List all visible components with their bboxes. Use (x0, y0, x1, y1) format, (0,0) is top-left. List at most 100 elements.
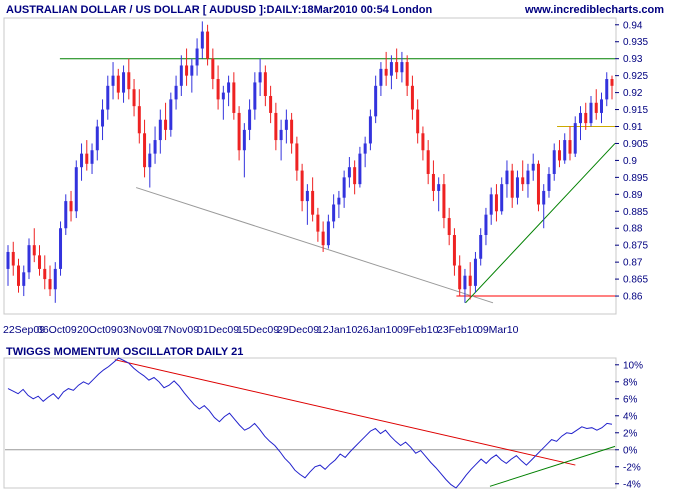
candle-body (64, 201, 68, 229)
candle (347, 157, 351, 188)
date-tick-label: 06Oct09 (37, 324, 77, 336)
candle-body (106, 85, 110, 110)
price-tick-label: 0.89 (623, 190, 643, 201)
candle (610, 75, 614, 100)
candle-body (526, 170, 530, 185)
candle (563, 133, 567, 164)
candle (148, 143, 152, 188)
price-tick-label: 0.94 (623, 20, 643, 31)
candle (568, 126, 572, 161)
candle (263, 65, 267, 107)
candle-body (521, 177, 525, 185)
price-tick-label: 0.86 (623, 292, 643, 303)
candle (326, 214, 330, 249)
candle (605, 72, 609, 107)
oscillator-tick-label: 6% (623, 394, 638, 405)
candle (17, 258, 21, 293)
oscillator-line (7, 357, 613, 489)
candle (211, 48, 215, 90)
candle (64, 194, 68, 236)
candle (200, 21, 204, 59)
candle (521, 160, 525, 191)
candle-body (101, 109, 105, 127)
candle-body (363, 143, 367, 154)
candle-body (594, 102, 598, 113)
candle-body (353, 167, 357, 185)
candle (337, 190, 341, 219)
candle-body (6, 251, 10, 269)
candle (321, 221, 325, 252)
candle (11, 241, 15, 276)
candle (552, 143, 556, 181)
candle-body (447, 218, 451, 236)
candle (479, 228, 483, 266)
candle (122, 65, 126, 103)
price-trendlines (59, 58, 616, 304)
candle (43, 255, 47, 290)
candle (484, 207, 488, 246)
candle-body (421, 133, 425, 151)
candle-body (179, 65, 183, 86)
candle-body (269, 95, 273, 113)
date-tick-label: 03Nov09 (117, 324, 159, 336)
candle-body (80, 153, 84, 168)
candle (153, 126, 157, 164)
candle (363, 136, 367, 168)
oscillator-tick-label: 0% (623, 445, 638, 456)
candle-body (17, 265, 21, 286)
candle (578, 106, 582, 141)
source-watermark[interactable]: www.incrediblecharts.com (524, 4, 664, 16)
price-tick-label: 0.915 (623, 105, 648, 116)
price-tick-label: 0.875 (623, 241, 648, 252)
candle-body (200, 31, 204, 49)
candle-body (148, 153, 152, 168)
candle-body (395, 62, 399, 73)
candle-body (158, 119, 162, 141)
candle-body (568, 140, 572, 154)
candle-body (389, 62, 393, 76)
oscillator-trendlines (114, 359, 616, 487)
candle-body (316, 214, 320, 232)
date-tick-label: 09Mar10 (477, 324, 519, 336)
candle-body (253, 82, 257, 110)
candle-body (347, 167, 351, 178)
date-tick-label: 12Jan10 (317, 324, 357, 336)
candle-body (416, 109, 420, 134)
candle-body (263, 72, 267, 96)
candle (90, 143, 94, 174)
candle (437, 177, 441, 212)
candle-body (442, 184, 446, 219)
oscillator-downtrend-line (114, 359, 576, 466)
candle-body (242, 129, 246, 151)
candle-body (258, 72, 262, 83)
candle (227, 75, 231, 107)
candle-body (232, 82, 236, 113)
candle (505, 160, 509, 198)
candle-body (326, 221, 330, 246)
candle (515, 170, 519, 205)
oscillator-plot-frame (3, 357, 617, 489)
candle-body (295, 143, 299, 171)
candle-body (542, 190, 546, 205)
candle-body (300, 170, 304, 202)
candle (248, 99, 252, 141)
candle-body (332, 204, 336, 222)
oscillator-tick-label: 2% (623, 428, 638, 439)
candle-body (311, 190, 315, 215)
oscillator-axis-ticks: 10% 8% 6% 4% 2% 0% -2% -4% (615, 360, 643, 490)
candle-body (206, 31, 210, 59)
candle (305, 184, 309, 225)
oscillator-tick-label: 4% (623, 411, 638, 422)
candle (379, 62, 383, 96)
price-tick-label: 0.925 (623, 71, 648, 82)
candle (53, 262, 57, 303)
candle (473, 251, 477, 293)
candle-body (458, 265, 462, 290)
candle (48, 265, 52, 297)
long-downtrend-line (135, 187, 494, 304)
candle (573, 116, 577, 158)
candle-body (248, 109, 252, 130)
candle-body (132, 89, 136, 107)
candle (6, 245, 10, 286)
candle (290, 112, 294, 154)
